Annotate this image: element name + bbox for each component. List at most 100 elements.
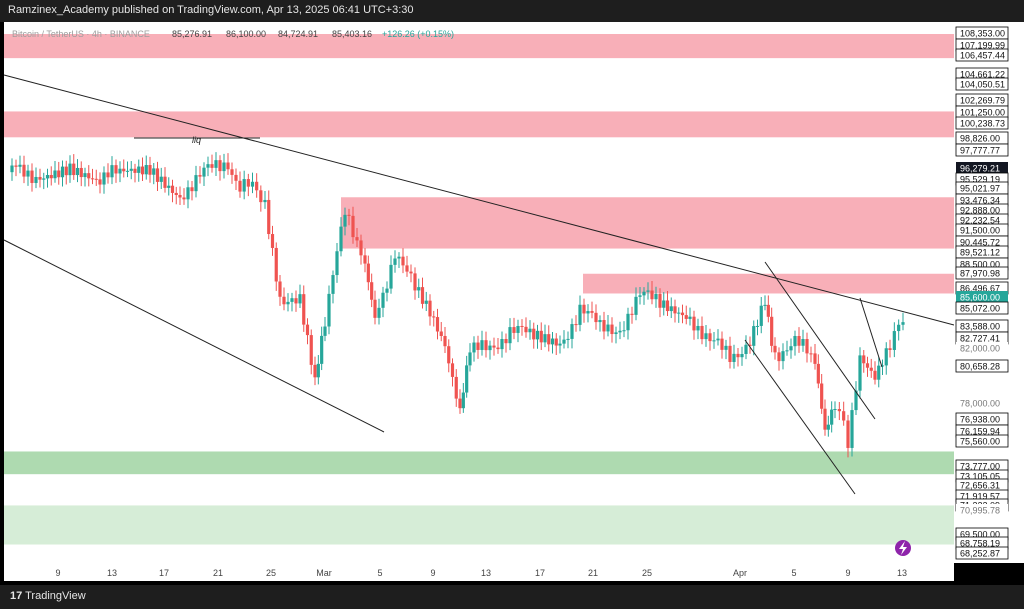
candle-body: [594, 312, 598, 323]
candle-body: [543, 334, 547, 343]
price-label: 92,232.54: [960, 216, 1000, 226]
price-label: 95,021.97: [960, 184, 1000, 194]
candle-body: [152, 168, 156, 175]
candle-body: [662, 300, 666, 308]
candle-body: [472, 342, 476, 353]
candle-body: [897, 324, 901, 332]
candle-body: [83, 173, 87, 178]
candle-body: [250, 181, 255, 187]
candle-body: [64, 166, 68, 176]
candle-body: [574, 324, 578, 326]
price-label: 98,826.00: [960, 134, 1000, 144]
candle-body: [606, 324, 610, 332]
candle-body: [837, 409, 841, 412]
candle-body: [554, 338, 558, 346]
candle-body: [320, 335, 324, 364]
tradingview-logo[interactable]: 17 TradingView: [10, 590, 86, 602]
candle-body: [397, 256, 401, 259]
candle-body: [163, 176, 167, 188]
candle-body: [673, 306, 677, 314]
candle-body: [79, 167, 83, 178]
candle-body: [155, 168, 160, 182]
price-label: 76,938.00: [960, 415, 1000, 425]
publisher-text: Ramzinex_Academy published on TradingVie…: [8, 4, 414, 16]
candle-body: [282, 296, 286, 305]
chart-stage[interactable]: Bitcoin / TetherUS · 4h · BINANCE 85,276…: [0, 22, 1024, 609]
candle-body: [432, 316, 436, 318]
candle-body: [646, 290, 650, 292]
candle-body: [335, 251, 339, 276]
symbol-name: Bitcoin / TetherUS · 4h · BINANCE: [12, 29, 150, 39]
ohlc-change: +126.26 (+0.15%): [382, 29, 454, 39]
candle-body: [366, 263, 370, 283]
candle-body: [202, 167, 206, 177]
candle-body: [393, 258, 397, 265]
time-tick-label: 21: [588, 568, 598, 578]
candle-body: [582, 304, 586, 314]
candle-body: [740, 354, 744, 358]
time-tick-label: Mar: [316, 568, 332, 578]
candle-body: [520, 325, 524, 327]
candle-body: [801, 339, 805, 346]
liq-annotation: liq: [134, 135, 260, 145]
candle-body: [598, 320, 602, 323]
candle-body: [638, 295, 642, 297]
alert-icon[interactable]: [895, 540, 911, 556]
candle-body: [57, 170, 61, 178]
candle-body: [901, 322, 905, 325]
candle-body: [550, 338, 555, 345]
candle-body: [488, 345, 492, 351]
candle-body: [226, 162, 230, 170]
candle-body: [75, 167, 80, 176]
price-label: 95,529.19: [960, 175, 1000, 185]
candle-body: [793, 336, 797, 347]
candle-body: [846, 420, 850, 448]
price-label: 72,656.31: [960, 481, 1000, 491]
candle-body: [125, 170, 130, 172]
price-label: 73,777.00: [960, 462, 1000, 472]
candle-body: [259, 190, 263, 203]
candle-body: [424, 300, 428, 304]
candle-body: [53, 170, 57, 179]
candle-body: [114, 165, 118, 174]
candle-body: [305, 324, 310, 336]
supply-zone: [4, 34, 954, 59]
price-label: 87,970.98: [960, 269, 1000, 279]
publisher-header: Ramzinex_Academy published on TradingVie…: [0, 0, 1024, 22]
price-label-box: [955, 48, 1009, 62]
price-chart[interactable]: Bitcoin / TetherUS · 4h · BINANCE 85,276…: [0, 22, 1024, 585]
price-label: 96,279.21: [960, 164, 1000, 174]
time-tick-label: 13: [107, 568, 117, 578]
candle-body: [87, 173, 91, 179]
supply-zone: [4, 111, 954, 138]
price-label: 69,500.00: [960, 530, 1000, 540]
candle-body: [98, 179, 102, 185]
time-axis[interactable]: [4, 563, 954, 581]
price-label-box: [955, 116, 1009, 130]
candle-body: [892, 331, 896, 350]
candle-body: [278, 281, 282, 297]
liq-label: liq: [192, 135, 201, 145]
time-tick-label: 9: [55, 568, 60, 578]
candle-body: [106, 172, 110, 178]
candle-body: [724, 345, 728, 350]
candle-body: [496, 347, 500, 350]
candle-body: [752, 326, 756, 346]
price-label: 104,050.51: [960, 80, 1005, 90]
candle-body: [218, 160, 222, 172]
candle-body: [809, 353, 813, 355]
candle-body: [877, 365, 881, 380]
candle-body: [626, 313, 630, 331]
price-label: 68,252.87: [960, 549, 1000, 559]
candle-body: [447, 346, 451, 364]
candle-body: [409, 271, 413, 274]
price-label: 85,072.00: [960, 304, 1000, 314]
candle-body: [450, 363, 455, 377]
time-tick-label: 21: [213, 568, 223, 578]
candle-body: [512, 327, 516, 333]
symbol-legend: Bitcoin / TetherUS · 4h · BINANCE 85,276…: [12, 29, 454, 39]
candle-body: [504, 339, 508, 344]
candle-body: [118, 168, 122, 174]
time-tick-label: 13: [481, 568, 491, 578]
price-label: 82,000.00: [960, 344, 1000, 354]
